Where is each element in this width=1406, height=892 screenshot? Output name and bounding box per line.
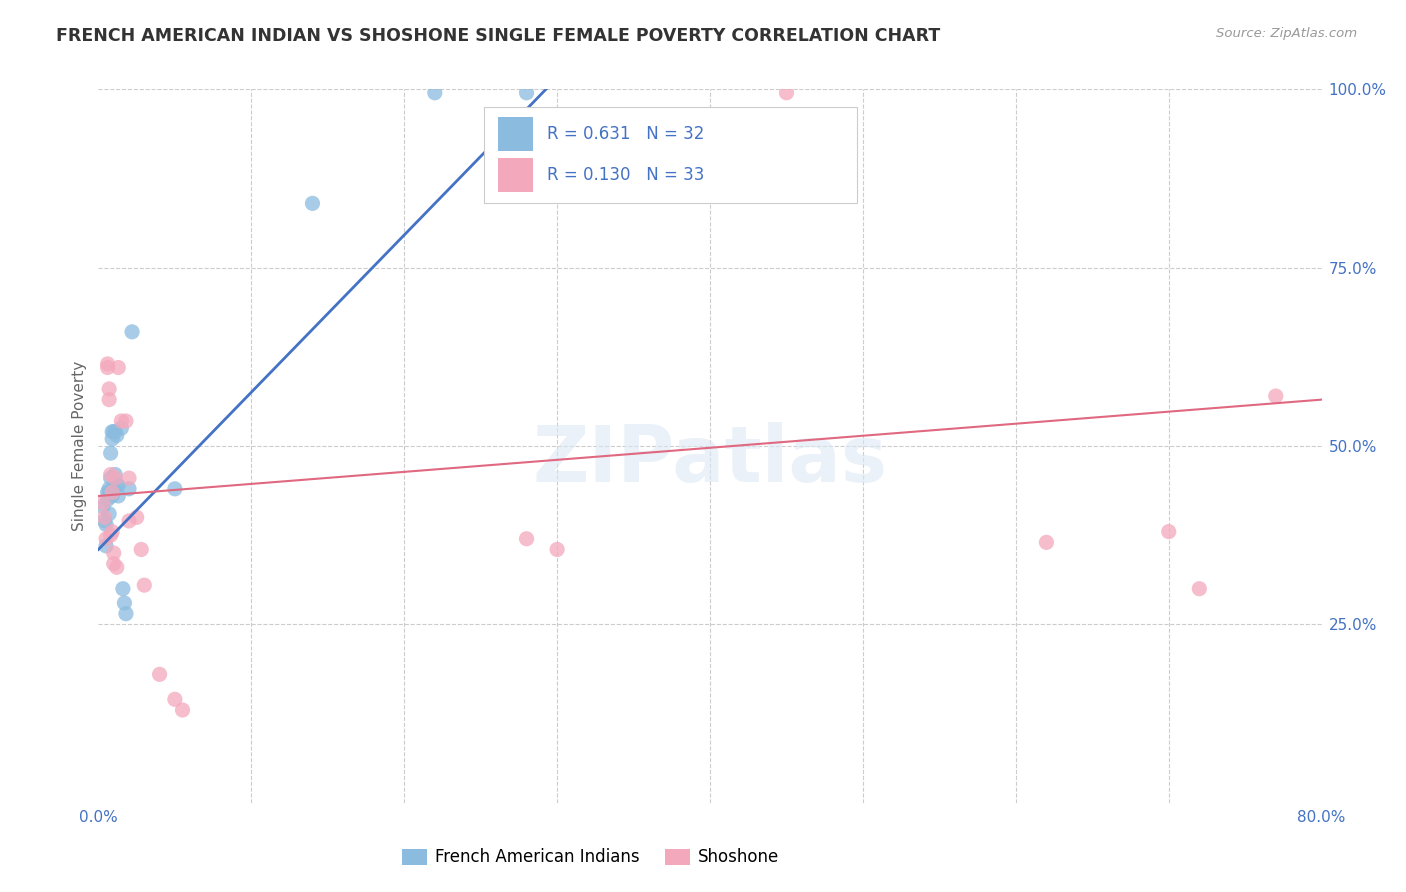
Text: Source: ZipAtlas.com: Source: ZipAtlas.com [1216,27,1357,40]
Point [98,382,121,396]
Point [107,478,129,492]
Point [94,532,117,546]
Point [107,489,129,503]
Point [98,507,121,521]
Point [1188,582,1211,596]
Point [546,542,568,557]
Point [112,596,135,610]
Point [121,325,143,339]
Point [1264,389,1286,403]
Point [100,471,122,485]
Point [115,414,138,428]
Point [93,510,115,524]
Point [101,489,124,503]
Point [104,467,127,482]
Point [100,528,122,542]
Point [423,86,446,100]
Point [163,482,186,496]
Point [149,667,172,681]
Point [516,86,538,100]
Point [110,421,132,435]
Point [91,496,114,510]
Point [98,485,121,500]
Text: R = 0.130   N = 33: R = 0.130 N = 33 [547,166,704,184]
Point [103,482,125,496]
Point [97,485,120,500]
Point [94,539,117,553]
Point [110,414,132,428]
Point [1035,535,1057,549]
FancyBboxPatch shape [484,107,856,203]
Point [118,482,141,496]
Point [98,392,121,407]
Point [103,546,125,560]
Text: FRENCH AMERICAN INDIAN VS SHOSHONE SINGLE FEMALE POVERTY CORRELATION CHART: FRENCH AMERICAN INDIAN VS SHOSHONE SINGL… [56,27,941,45]
Point [118,514,141,528]
Point [105,428,128,442]
Point [101,485,124,500]
Point [103,425,125,439]
Point [105,478,128,492]
Point [100,446,122,460]
Point [101,524,124,539]
Point [111,582,134,596]
Point [103,557,125,571]
Text: ZIPatlas: ZIPatlas [533,422,887,499]
Point [172,703,194,717]
Point [101,432,124,446]
Point [134,578,156,592]
Point [98,482,121,496]
Point [107,360,129,375]
FancyBboxPatch shape [498,117,533,152]
Point [775,86,797,100]
Point [104,425,127,439]
Point [101,425,124,439]
Legend: French American Indians, Shoshone: French American Indians, Shoshone [394,840,787,875]
Point [118,471,141,485]
Point [97,360,120,375]
FancyBboxPatch shape [498,158,533,192]
Y-axis label: Single Female Poverty: Single Female Poverty [72,361,87,531]
Point [125,510,148,524]
Point [516,532,538,546]
Point [93,514,115,528]
Point [115,607,138,621]
Point [91,500,114,514]
Point [94,517,117,532]
Point [100,467,122,482]
Point [97,492,120,507]
Point [104,471,127,485]
Point [129,542,152,557]
Point [301,196,323,211]
Point [105,560,128,574]
Point [163,692,186,706]
Text: R = 0.631   N = 32: R = 0.631 N = 32 [547,125,704,143]
Point [1157,524,1180,539]
Point [97,357,120,371]
